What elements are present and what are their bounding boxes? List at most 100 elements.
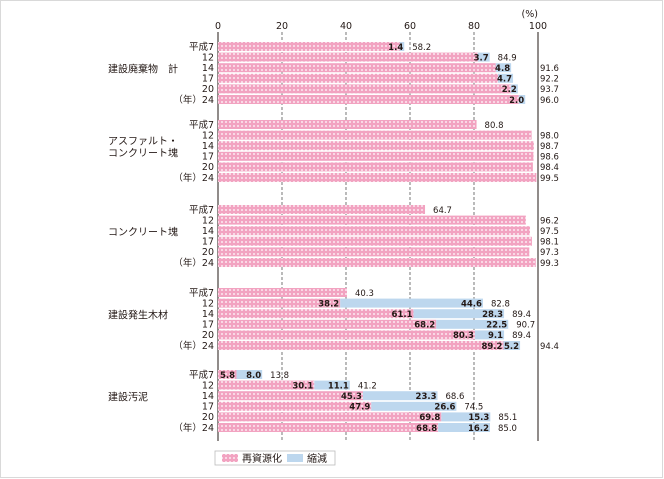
total-value-label: 98.1 (540, 238, 559, 248)
bar-recycle (218, 330, 475, 340)
year-label: 12 (202, 380, 214, 391)
bar-recycle (218, 151, 534, 161)
bar-recycle (218, 205, 426, 214)
year-label: 平成7 (189, 119, 214, 131)
total-value-label: 98.6 (540, 153, 559, 163)
reduce-value-label: 4.7 (497, 75, 512, 85)
total-value-label: 93.7 (540, 85, 559, 95)
total-value-label: 74.5 (464, 403, 483, 413)
bar-recycle (218, 288, 347, 297)
total-value-label: 68.6 (446, 392, 465, 402)
total-value-label: 40.3 (355, 289, 374, 299)
total-value-label: 84.9 (498, 53, 517, 63)
reduce-value-label: 22.5 (486, 321, 507, 331)
x-tick-label: 60 (404, 21, 416, 32)
year-label: 14 (202, 141, 214, 152)
reduce-value-label: 26.6 (434, 403, 455, 413)
recycle-value-label: 68.8 (416, 424, 437, 434)
year-label: 20 (202, 84, 214, 95)
bar-recycle (218, 226, 530, 236)
bar-recycle (218, 309, 414, 319)
year-label: 平成7 (189, 369, 214, 381)
year-label: （年）24 (173, 340, 214, 352)
year-label: 17 (202, 402, 214, 413)
bar-recycle (218, 370, 237, 379)
group-label: コンクリート塊 (108, 226, 178, 239)
total-value-label: 89.4 (512, 310, 531, 320)
bar-reduce (413, 309, 505, 319)
legend-label-recycle: 再資源化 (242, 452, 282, 465)
reduce-value-label: 44.6 (461, 299, 482, 309)
recycle-value-label: 47.9 (349, 403, 370, 413)
bar-recycle (218, 73, 498, 83)
recycle-value-label: 68.2 (414, 321, 435, 331)
year-label: 12 (202, 52, 214, 63)
total-value-label: 99.3 (540, 259, 559, 269)
year-label: （年）24 (173, 257, 214, 269)
x-tick-label: 80 (468, 21, 480, 32)
total-value-label: 91.6 (540, 64, 559, 74)
year-label: 14 (202, 63, 214, 74)
bar-recycle (218, 298, 341, 308)
year-label: 14 (202, 226, 214, 237)
total-value-label: 41.2 (358, 381, 377, 391)
bar-recycle (218, 401, 372, 411)
bar-recycle (218, 391, 363, 401)
total-value-label: 97.3 (540, 248, 559, 258)
bar-reduce (438, 423, 490, 432)
bar-recycle (218, 423, 439, 432)
bar-reduce (362, 391, 438, 401)
recycle-value-label: 61.1 (392, 310, 413, 320)
reduce-value-label: 5.2 (504, 342, 519, 352)
total-value-label: 98.0 (540, 131, 559, 141)
year-label: （年）24 (173, 94, 214, 106)
recycle-value-label: 80.3 (453, 331, 474, 341)
total-value-label: 82.8 (491, 299, 510, 309)
year-label: 平成7 (189, 204, 214, 216)
year-label: 12 (202, 298, 214, 309)
bar-reduce (474, 330, 505, 340)
legend-swatch-reduce (287, 454, 303, 462)
reduce-value-label: 15.3 (468, 413, 489, 423)
legend-swatch-recycle (222, 454, 238, 462)
recycle-value-label: 30.1 (292, 381, 313, 391)
recycle-value-label: 38.2 (318, 299, 339, 309)
bar-reduce (518, 95, 526, 104)
recycle-value-label: 69.8 (419, 413, 440, 423)
bar-reduce (436, 319, 509, 329)
reduce-value-label: 3.7 (474, 53, 489, 63)
total-value-label: 98.4 (540, 163, 559, 173)
total-value-label: 85.1 (498, 413, 517, 423)
reduce-value-label: 2.0 (509, 96, 524, 106)
total-value-label: 13.8 (270, 371, 289, 381)
bar-reduce (314, 380, 350, 390)
year-label: 平成7 (189, 287, 214, 299)
x-tick-label: 20 (276, 21, 288, 32)
bar-reduce (399, 42, 405, 51)
year-label: 平成7 (189, 41, 214, 53)
reduce-value-label: 2.2 (502, 85, 517, 95)
group-label: アスファルト・ (108, 137, 178, 148)
group-label: 建設汚泥 (108, 391, 148, 404)
total-value-label: 64.7 (433, 206, 452, 216)
bar-recycle (218, 162, 533, 172)
total-value-label: 94.4 (540, 342, 559, 352)
bar-recycle (218, 52, 478, 62)
year-label: （年）24 (173, 422, 214, 434)
reduce-value-label: 9.1 (488, 331, 503, 341)
total-value-label: 98.7 (540, 142, 559, 152)
reduce-value-label: 11.1 (328, 381, 349, 391)
bar-recycle (218, 258, 536, 267)
recycle-value-label: 5.8 (220, 371, 235, 381)
bar-recycle (218, 236, 532, 246)
total-value-label: 90.7 (516, 321, 535, 331)
year-label: 20 (202, 162, 214, 173)
reduce-value-label: 16.2 (468, 424, 489, 434)
bar-reduce (236, 370, 263, 379)
bar-recycle (218, 341, 504, 350)
reduce-value-label: 8.0 (246, 371, 261, 381)
year-label: 17 (202, 237, 214, 248)
group-label: 建設発生木材 (108, 309, 168, 322)
x-tick-label: 0 (215, 21, 221, 32)
